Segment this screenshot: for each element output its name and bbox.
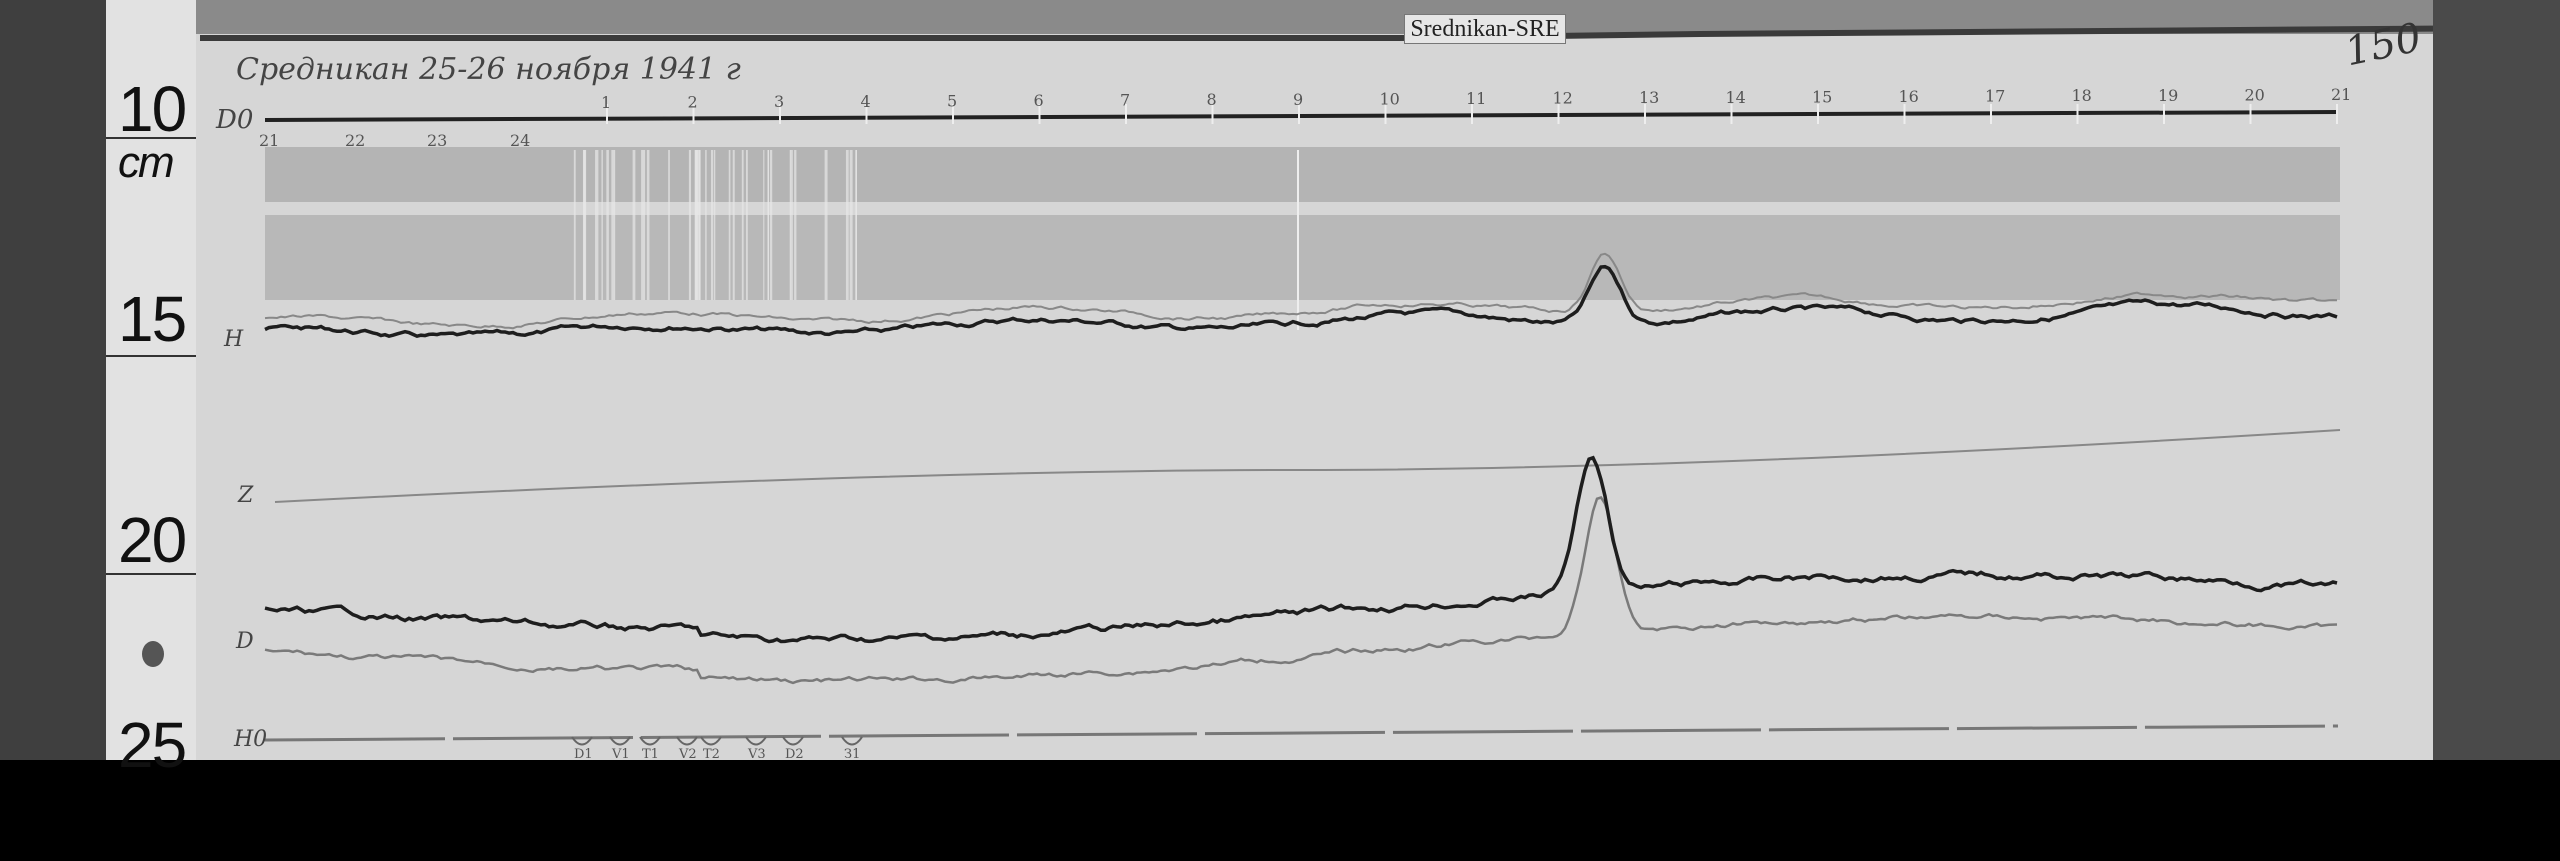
upper-tick-label: 1 <box>601 93 611 112</box>
lower-tick-label: 21 <box>259 131 279 150</box>
upper-tick-label: 16 <box>1899 87 1919 106</box>
bottom-black-band <box>0 760 2560 861</box>
upper-tick-label: 8 <box>1207 90 1217 109</box>
baseline-mark-label: T2 <box>703 747 720 762</box>
upper-tick-label: 2 <box>688 93 698 112</box>
baseline-mark-label: V2 <box>678 747 697 762</box>
upper-tick-label: 9 <box>1293 90 1303 109</box>
h-trace-faint <box>264 252 2338 330</box>
paper-sheet <box>196 34 2433 761</box>
record-title: Средникан 25-26 ноября 1941 г <box>236 52 741 87</box>
baseline-mark-bracket <box>841 736 863 746</box>
baseline-mark-label: З1 <box>844 747 860 762</box>
trace-label-d: D <box>235 629 254 654</box>
baseline-mark-label: V1 <box>611 747 630 762</box>
upper-tick-label: 19 <box>2158 86 2178 105</box>
band-upper <box>265 147 2340 202</box>
d-trace-faint <box>264 496 2338 685</box>
baseline-mark-bracket <box>782 736 804 746</box>
ruler-strip <box>106 0 198 760</box>
upper-tick-label: 13 <box>1639 88 1659 107</box>
baseline-mark-bracket <box>676 736 698 746</box>
upper-tick-label: 5 <box>947 91 957 110</box>
baseline-label-h0: H0 <box>233 727 267 752</box>
upper-tick-label: 20 <box>2245 85 2265 104</box>
ruler-number-20: 20 <box>118 504 187 576</box>
upper-tick-label: 4 <box>861 92 871 111</box>
lower-tick-label: 23 <box>427 131 447 150</box>
trace-label-z: Z <box>237 483 254 508</box>
band-lower <box>265 215 2340 300</box>
upper-tick-label: 18 <box>2072 86 2092 105</box>
baseline-mark-label: V3 <box>747 747 766 762</box>
light-streaks <box>573 150 1299 330</box>
upper-tick-label: 17 <box>1985 87 2005 106</box>
axis-label-d0: D0 <box>215 105 253 135</box>
ruler-number-15: 15 <box>118 283 187 355</box>
ruler-unit: cm <box>118 138 175 187</box>
upper-tick-label: 10 <box>1380 89 1400 108</box>
punch-hole <box>142 641 164 667</box>
baseline-mark-bracket <box>700 736 722 746</box>
baseline-mark-bracket <box>571 736 593 746</box>
time-axis-ticks: 21 22 23 241 2 3 4 5 6 7 8 9 10 11 12 13 14 15 16 17 18 19 20 2… <box>259 85 2351 150</box>
upper-tick-label: 3 <box>774 92 784 111</box>
baseline-mark-label: D1 <box>574 747 593 762</box>
z-trace <box>274 429 2341 503</box>
upper-tick-label: 14 <box>1726 88 1746 107</box>
baseline-mark-label: T1 <box>642 747 659 762</box>
upper-tick-label: 6 <box>1034 91 1044 110</box>
ruler-number-25: 25 <box>118 709 187 781</box>
baseline-mark-bracket <box>609 736 631 746</box>
recording-bands <box>265 147 2340 300</box>
upper-tick-label: 21 <box>2331 85 2351 104</box>
lower-tick-label: 22 <box>345 131 365 150</box>
baseline-mark-bracket <box>639 736 661 746</box>
upper-tick-label: 11 <box>1466 89 1486 108</box>
time-axis-line <box>264 110 2339 122</box>
upper-tick-label: 7 <box>1120 91 1130 110</box>
ruler-number-10: 10 <box>118 73 187 145</box>
station-label: Srednikan-SRE <box>1404 14 1566 44</box>
upper-tick-label: 15 <box>1812 87 1832 106</box>
upper-tick-label: 12 <box>1553 89 1573 108</box>
h-trace <box>264 264 2338 339</box>
baseline-mark-label: D2 <box>785 747 804 762</box>
trace-label-h: H <box>223 327 244 352</box>
d-trace <box>264 455 2338 644</box>
right-dark-edge <box>2433 0 2560 760</box>
lower-tick-label: 24 <box>510 131 530 150</box>
baseline-mark-bracket <box>745 736 767 746</box>
baseline-marks: D1 V1 T1 V2 T2 V3 D2 З1 <box>571 736 863 762</box>
